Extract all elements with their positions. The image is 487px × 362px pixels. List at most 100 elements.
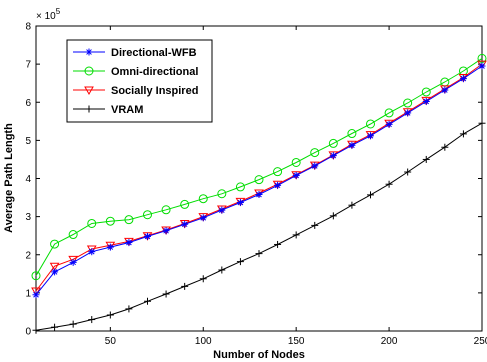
legend-item: Socially Inspired bbox=[73, 85, 198, 97]
point-marker bbox=[144, 232, 151, 240]
x-tick-label: 200 bbox=[381, 336, 398, 347]
point-marker bbox=[88, 316, 96, 324]
point-marker bbox=[84, 86, 94, 96]
y-tick-label: 6 bbox=[25, 98, 31, 109]
point-marker bbox=[162, 290, 170, 298]
point-marker bbox=[311, 162, 319, 170]
marker-stroke bbox=[181, 221, 188, 228]
series-directional-wfb bbox=[32, 62, 486, 299]
point-marker bbox=[291, 157, 301, 167]
point-marker bbox=[311, 221, 319, 229]
legend-label: VRAM bbox=[111, 104, 143, 116]
x-tick-label: 150 bbox=[288, 336, 305, 347]
point-marker bbox=[421, 87, 431, 97]
marker-stroke bbox=[70, 259, 76, 266]
marker-stroke bbox=[219, 207, 225, 213]
marker-stroke bbox=[330, 152, 337, 159]
marker-stroke bbox=[163, 227, 169, 234]
y-tick-label: 2 bbox=[25, 250, 31, 261]
y-multiplier-base: × 10 bbox=[36, 11, 56, 22]
point-marker bbox=[88, 248, 96, 256]
point-marker bbox=[478, 62, 486, 70]
point-marker bbox=[218, 206, 226, 214]
point-marker bbox=[310, 148, 320, 158]
point-marker bbox=[477, 53, 487, 63]
point-marker bbox=[162, 227, 170, 235]
x-tick-label: 50 bbox=[105, 336, 117, 347]
y-axis-label: Average Path Length bbox=[3, 123, 15, 233]
point-marker bbox=[144, 297, 151, 305]
point-marker bbox=[49, 262, 60, 272]
point-marker bbox=[367, 132, 374, 140]
point-marker bbox=[441, 86, 449, 94]
point-marker bbox=[85, 105, 93, 113]
point-marker bbox=[274, 181, 282, 189]
point-marker bbox=[236, 258, 244, 266]
marker-stroke bbox=[423, 98, 430, 105]
point-marker bbox=[105, 216, 115, 226]
marker-stroke bbox=[86, 49, 92, 55]
point-marker bbox=[367, 191, 374, 199]
point-marker bbox=[348, 141, 356, 149]
point-marker bbox=[348, 201, 356, 209]
marker-stroke bbox=[33, 291, 39, 298]
point-marker bbox=[125, 239, 133, 247]
point-marker bbox=[459, 130, 467, 138]
point-marker bbox=[51, 323, 59, 331]
marker-stroke bbox=[460, 75, 467, 82]
marker-stroke bbox=[274, 182, 281, 189]
point-marker bbox=[199, 275, 207, 283]
marker-stroke bbox=[237, 199, 244, 206]
point-marker bbox=[217, 189, 227, 199]
point-marker bbox=[403, 98, 413, 108]
legend-box bbox=[66, 39, 213, 123]
point-marker bbox=[125, 305, 133, 313]
legend-label: Socially Inspired bbox=[111, 85, 198, 97]
point-marker bbox=[255, 191, 263, 199]
point-marker bbox=[218, 266, 226, 274]
point-marker bbox=[199, 214, 207, 222]
x-tick-label: 250 bbox=[474, 336, 487, 347]
point-marker bbox=[458, 66, 468, 76]
point-marker bbox=[32, 326, 40, 334]
marker-stroke bbox=[442, 87, 448, 93]
point-marker bbox=[441, 143, 449, 151]
point-marker bbox=[180, 199, 190, 209]
marker-stroke bbox=[144, 233, 151, 240]
y-tick-label: 1 bbox=[25, 288, 31, 299]
point-marker bbox=[422, 97, 430, 105]
point-marker bbox=[51, 268, 59, 276]
point-marker bbox=[181, 220, 189, 228]
point-marker bbox=[459, 75, 467, 83]
point-marker bbox=[329, 152, 337, 160]
series-vram bbox=[32, 119, 486, 334]
point-marker bbox=[124, 215, 134, 225]
point-marker bbox=[292, 171, 300, 179]
legend-item: Directional-WFB bbox=[73, 47, 197, 59]
point-marker bbox=[478, 119, 486, 127]
y-tick-label: 7 bbox=[25, 60, 31, 71]
point-marker bbox=[143, 210, 152, 220]
x-axis-label: Number of Nodes bbox=[213, 349, 305, 361]
point-marker bbox=[106, 243, 114, 251]
series-line bbox=[35, 57, 483, 276]
legend-label: Directional-WFB bbox=[111, 47, 197, 59]
point-marker bbox=[106, 311, 114, 319]
point-marker bbox=[402, 108, 413, 117]
marker-stroke bbox=[107, 244, 114, 250]
point-marker bbox=[385, 180, 393, 188]
point-marker bbox=[32, 291, 40, 299]
point-marker bbox=[422, 155, 430, 163]
point-marker bbox=[181, 282, 189, 290]
marker-stroke bbox=[293, 172, 299, 179]
point-marker bbox=[68, 230, 78, 240]
point-marker bbox=[236, 199, 244, 207]
point-marker bbox=[329, 212, 337, 220]
point-marker bbox=[255, 250, 263, 258]
marker-stroke bbox=[367, 132, 374, 139]
y-tick-label: 5 bbox=[25, 136, 31, 147]
series-layer bbox=[31, 53, 487, 334]
legend: Directional-WFB Omni-directional Socially … bbox=[66, 39, 213, 123]
legend-label: Omni-directional bbox=[111, 66, 198, 78]
